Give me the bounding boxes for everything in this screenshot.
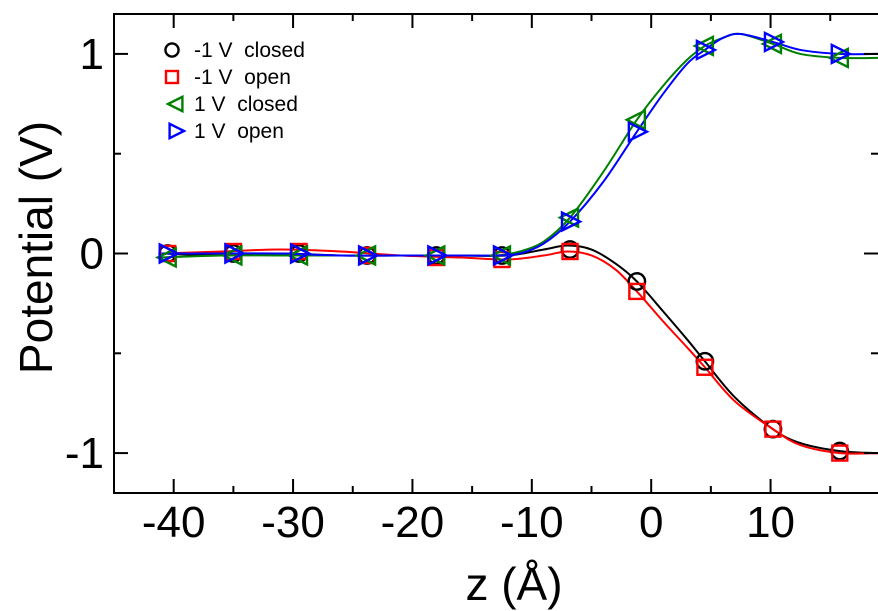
data-point-s3-8 bbox=[695, 38, 718, 61]
legend-label-0: -1 V closed bbox=[194, 39, 305, 62]
legend-label-2: 1 V closed bbox=[194, 93, 298, 116]
data-point-s2-10 bbox=[827, 46, 849, 69]
data-point-s3-0 bbox=[158, 242, 181, 265]
legend-marker-2 bbox=[165, 94, 184, 114]
legend-label-3: 1 V open bbox=[194, 120, 284, 143]
data-point-s3-6 bbox=[560, 210, 583, 233]
legend: -1 V closed -1 V open 1 V closed 1 V open bbox=[164, 39, 305, 143]
legend-label-1: -1 V open bbox=[194, 66, 291, 89]
axis-ticks bbox=[113, 14, 878, 493]
data-point-s2-8 bbox=[692, 34, 715, 57]
series-line-1 bbox=[161, 248, 878, 455]
y-tick-label: -1 bbox=[65, 429, 104, 478]
series-markers bbox=[155, 31, 853, 462]
data-point-s3-2 bbox=[289, 242, 312, 265]
x-tick-label: 10 bbox=[746, 498, 795, 547]
data-point-s3-4 bbox=[427, 244, 449, 267]
data-point-s3-7 bbox=[627, 120, 650, 143]
data-point-s3-1 bbox=[224, 242, 247, 265]
legend-marker-1 bbox=[164, 69, 180, 85]
data-point-s2-0 bbox=[155, 246, 177, 269]
data-point-s3-3 bbox=[357, 244, 380, 267]
x-tick-label: -40 bbox=[142, 498, 206, 547]
data-point-s1-10 bbox=[831, 444, 849, 462]
data-point-s2-7 bbox=[624, 108, 647, 131]
data-point-s1-9 bbox=[764, 420, 782, 438]
x-tick-label: -30 bbox=[261, 498, 325, 547]
data-point-s1-7 bbox=[628, 282, 646, 301]
y-tick-label: 1 bbox=[80, 30, 104, 79]
x-tick-label: -20 bbox=[381, 498, 445, 547]
data-point-s3-9 bbox=[763, 31, 786, 53]
x-tick-label: 0 bbox=[639, 498, 663, 547]
data-point-s3-10 bbox=[830, 42, 853, 65]
x-axis-title: z (Å) bbox=[465, 558, 562, 610]
data-point-s1-6 bbox=[561, 242, 579, 261]
legend-marker-0 bbox=[164, 42, 180, 58]
data-point-s0-7 bbox=[627, 272, 647, 291]
legend-marker-3 bbox=[168, 121, 187, 141]
data-point-s1-8 bbox=[696, 358, 714, 376]
y-axis-title: Potential (V) bbox=[10, 121, 62, 374]
data-point-s3-5 bbox=[492, 244, 515, 267]
x-tick-label: -10 bbox=[500, 498, 564, 547]
y-tick-label: 0 bbox=[80, 230, 104, 279]
axis-tick-labels: -40 -30 -20 -10 0 10-101 bbox=[65, 30, 795, 547]
data-point-s2-6 bbox=[557, 206, 580, 229]
